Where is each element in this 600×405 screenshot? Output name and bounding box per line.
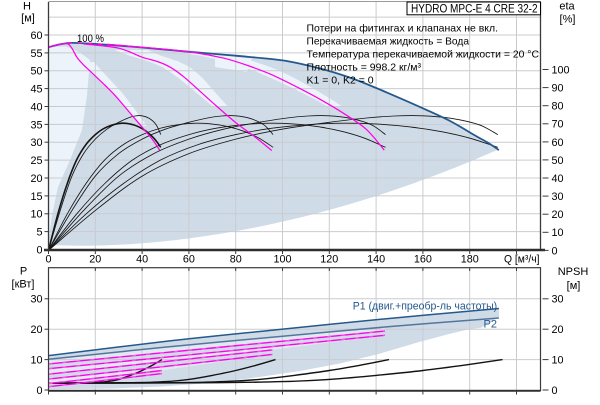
svg-text:0: 0 xyxy=(45,254,51,266)
svg-text:140: 140 xyxy=(367,254,385,266)
svg-text:Температура перекачиваемой жид: Температура перекачиваемой жидкости = 20… xyxy=(307,48,540,60)
svg-text:HYDRO MPC-E 4 CRE 32-2: HYDRO MPC-E 4 CRE 32-2 xyxy=(411,3,538,15)
svg-text:50: 50 xyxy=(30,66,42,78)
svg-text:[кВт]: [кВт] xyxy=(12,279,35,291)
svg-text:60: 60 xyxy=(30,30,42,42)
svg-text:10: 10 xyxy=(30,355,42,367)
svg-text:50: 50 xyxy=(552,155,564,167)
svg-text:180: 180 xyxy=(461,254,479,266)
svg-text:[м]: [м] xyxy=(567,280,581,292)
svg-text:10: 10 xyxy=(552,227,564,239)
svg-text:10: 10 xyxy=(30,209,42,221)
svg-text:100: 100 xyxy=(552,64,570,76)
svg-text:0: 0 xyxy=(552,385,558,397)
svg-text:30: 30 xyxy=(30,137,42,149)
svg-text:35: 35 xyxy=(30,119,42,131)
svg-text:80: 80 xyxy=(552,101,564,113)
svg-text:45: 45 xyxy=(30,84,42,96)
svg-text:20: 20 xyxy=(30,173,42,185)
svg-text:30: 30 xyxy=(552,294,564,306)
svg-text:15: 15 xyxy=(30,191,42,203)
svg-text:40: 40 xyxy=(552,173,564,185)
svg-text:eta: eta xyxy=(559,1,575,13)
svg-text:P: P xyxy=(20,266,27,278)
svg-text:H: H xyxy=(23,1,31,13)
svg-text:120: 120 xyxy=(320,254,338,266)
svg-text:P1 (двиг.+преобр-ль частоты): P1 (двиг.+преобр-ль частоты) xyxy=(353,300,498,312)
svg-text:0: 0 xyxy=(36,244,42,256)
svg-text:20: 20 xyxy=(552,324,564,336)
svg-text:0: 0 xyxy=(36,385,42,397)
svg-text:Перекачиваемая жидкость = Вода: Перекачиваемая жидкость = Вода xyxy=(307,35,470,47)
svg-text:90: 90 xyxy=(552,82,564,94)
svg-text:20: 20 xyxy=(552,209,564,221)
svg-text:80: 80 xyxy=(230,254,242,266)
svg-text:55: 55 xyxy=(30,48,42,60)
svg-text:40: 40 xyxy=(30,101,42,113)
svg-text:60: 60 xyxy=(183,254,195,266)
svg-text:NPSH: NPSH xyxy=(558,266,589,278)
svg-text:5: 5 xyxy=(36,227,42,239)
svg-text:100: 100 xyxy=(273,254,291,266)
svg-text:10: 10 xyxy=(552,355,564,367)
svg-text:Потери на фитингах и клапанах: Потери на фитингах и клапанах не вкл. xyxy=(307,22,499,34)
svg-text:[%]: [%] xyxy=(560,14,576,26)
svg-text:K1 = 0, K2 = 0: K1 = 0, K2 = 0 xyxy=(307,74,374,86)
svg-text:0: 0 xyxy=(552,245,558,257)
svg-text:25: 25 xyxy=(30,155,42,167)
svg-text:100 %: 100 % xyxy=(77,33,104,45)
svg-text:30: 30 xyxy=(552,191,564,203)
svg-text:P2: P2 xyxy=(484,319,497,331)
svg-text:160: 160 xyxy=(414,254,432,266)
svg-text:Q [м³/ч]: Q [м³/ч] xyxy=(504,254,540,266)
svg-text:70: 70 xyxy=(552,119,564,131)
svg-text:Плотность = 998.2 кг/м³: Плотность = 998.2 кг/м³ xyxy=(307,61,422,73)
svg-text:20: 20 xyxy=(30,324,42,336)
svg-text:40: 40 xyxy=(136,254,148,266)
svg-text:60: 60 xyxy=(552,137,564,149)
svg-text:20: 20 xyxy=(89,254,101,266)
svg-text:30: 30 xyxy=(30,294,42,306)
svg-text:[м]: [м] xyxy=(21,13,35,25)
